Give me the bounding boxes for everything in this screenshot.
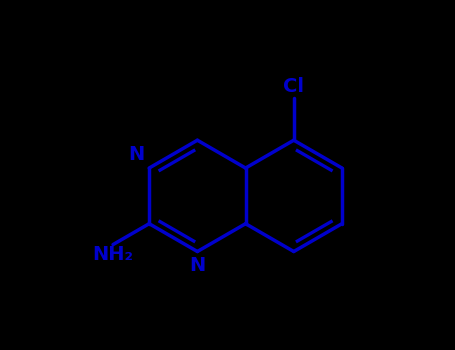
Text: NH₂: NH₂: [92, 245, 133, 264]
Text: N: N: [189, 256, 206, 275]
Text: N: N: [128, 145, 145, 163]
Text: Cl: Cl: [283, 77, 304, 96]
